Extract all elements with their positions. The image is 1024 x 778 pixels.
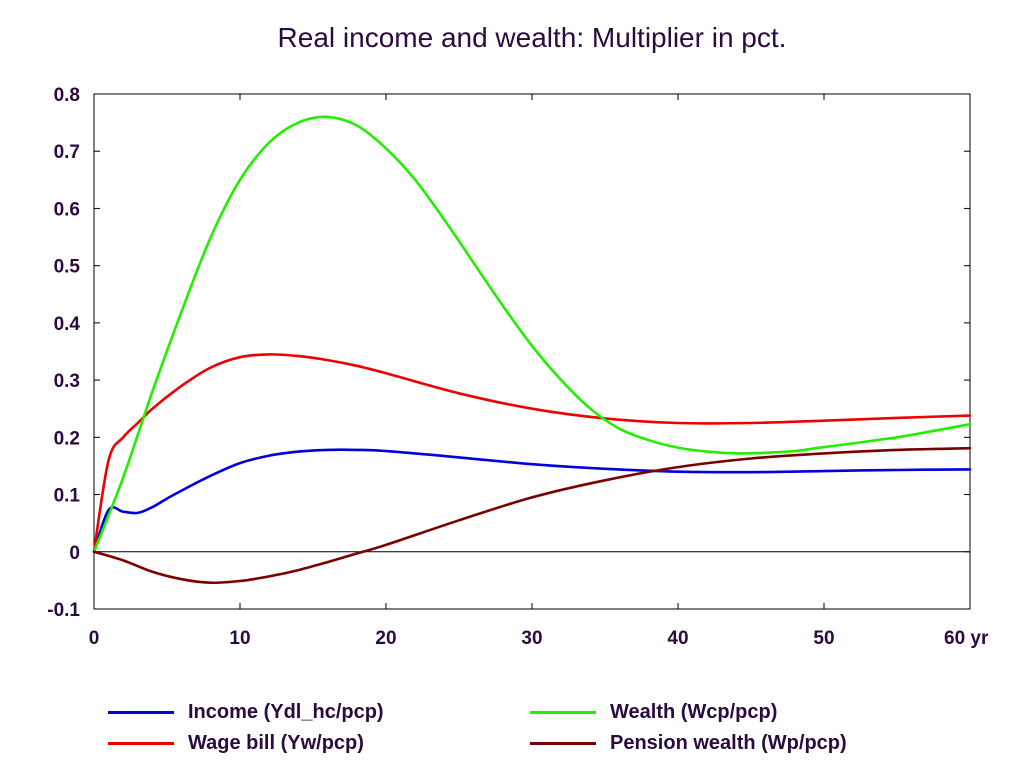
series-line-income [92,448,972,554]
y-tick-label: 0 [69,543,80,564]
series-line-wealth [92,115,972,554]
x-tick-label: 60 yr [944,628,989,649]
y-tick-label: 0.6 [54,199,80,220]
y-tick-label: 0.7 [54,142,80,163]
chart-title: Real income and wealth: Multiplier in pc… [277,22,787,53]
x-tick-label: 10 [229,628,250,649]
y-tick-label: -0.1 [47,600,80,621]
y-tick-label: 0.5 [54,257,81,278]
series-lines [92,115,972,585]
y-tick-label: 0.3 [54,371,80,392]
tick-labels: -0.1 0 0.1 0.2 0.3 0.4 0.5 0.6 0.7 0.8 0 10 20 30 40 50… [47,85,989,649]
plot-frame [93,93,971,610]
y-tick-label: 0.8 [54,85,80,106]
y-tick-label: 0.2 [54,428,80,449]
x-tick-label: 0 [89,628,100,649]
series-line-pension-wealth [92,446,972,585]
series-line-wage-bill [92,353,972,554]
y-tick-label: 0.1 [54,486,81,507]
x-tick-label: 50 [813,628,834,649]
x-tick-label: 20 [375,628,396,649]
axes [93,93,971,610]
y-tick-label: 0.4 [54,314,81,335]
x-tick-label: 40 [667,628,688,649]
x-tick-label: 30 [521,628,542,649]
